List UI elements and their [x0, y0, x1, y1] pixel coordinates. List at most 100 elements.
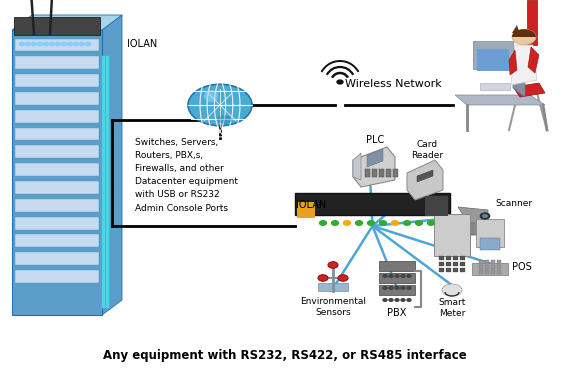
Circle shape [68, 42, 72, 46]
Text: PLC: PLC [366, 135, 384, 145]
Circle shape [50, 42, 55, 46]
Circle shape [80, 42, 85, 46]
Bar [439, 268, 444, 272]
Bar [15, 92, 99, 105]
Circle shape [332, 221, 339, 225]
Polygon shape [102, 15, 122, 315]
Bar [477, 49, 509, 71]
Bar [479, 265, 483, 269]
Text: Smart
Meter: Smart Meter [438, 298, 465, 318]
Circle shape [391, 221, 398, 225]
Bar [497, 270, 501, 274]
Circle shape [338, 275, 348, 281]
Circle shape [395, 275, 399, 277]
Circle shape [73, 42, 79, 46]
Bar [476, 219, 504, 247]
Circle shape [19, 42, 24, 46]
Text: Scanner: Scanner [495, 199, 532, 207]
Bar [297, 202, 315, 218]
Polygon shape [513, 60, 525, 97]
Bar [295, 193, 450, 215]
Circle shape [407, 287, 411, 289]
Bar [491, 260, 495, 264]
Bar [491, 265, 495, 269]
Circle shape [415, 221, 423, 225]
Circle shape [320, 221, 327, 225]
Circle shape [395, 299, 399, 301]
Bar [15, 199, 99, 212]
Circle shape [512, 29, 536, 45]
Bar [479, 270, 483, 274]
Bar [479, 260, 483, 264]
Polygon shape [528, 47, 539, 73]
Bar [379, 169, 384, 177]
Polygon shape [509, 50, 517, 75]
Circle shape [407, 299, 411, 301]
Ellipse shape [217, 115, 233, 123]
Bar [379, 261, 415, 271]
Bar [473, 41, 513, 69]
Circle shape [389, 275, 393, 277]
Circle shape [344, 221, 351, 225]
Bar [453, 262, 458, 266]
Bar [460, 262, 465, 266]
Text: Environmental
Sensors: Environmental Sensors [300, 297, 366, 317]
Polygon shape [511, 45, 537, 85]
Circle shape [383, 287, 387, 289]
Bar [497, 265, 501, 269]
Polygon shape [417, 170, 433, 182]
Bar [372, 169, 377, 177]
Bar [485, 260, 489, 264]
Bar [12, 30, 102, 315]
Bar [15, 145, 99, 158]
Circle shape [188, 84, 252, 126]
Circle shape [480, 213, 490, 219]
Text: Any equipment with RS232, RS422, or RS485 interface: Any equipment with RS232, RS422, or RS48… [102, 349, 467, 362]
Bar [393, 169, 398, 177]
Bar [446, 268, 451, 272]
Polygon shape [473, 60, 525, 69]
Circle shape [383, 299, 387, 301]
Bar [318, 283, 348, 291]
Circle shape [31, 42, 36, 46]
Circle shape [61, 42, 67, 46]
Circle shape [43, 42, 48, 46]
Circle shape [427, 221, 435, 225]
Circle shape [407, 275, 411, 277]
Text: Wireless Network: Wireless Network [345, 79, 442, 89]
Circle shape [395, 287, 399, 289]
Bar [15, 270, 99, 283]
Circle shape [401, 299, 405, 301]
Bar [15, 38, 99, 51]
Circle shape [85, 42, 90, 46]
Polygon shape [367, 149, 383, 167]
Bar [15, 74, 99, 87]
Bar [15, 56, 99, 69]
Bar [446, 256, 451, 260]
Bar [15, 234, 99, 247]
Circle shape [337, 80, 343, 84]
Bar [491, 270, 495, 274]
Bar [425, 196, 448, 216]
Circle shape [38, 42, 43, 46]
Text: Switches, Servers,
Routers, PBX,s,
Firewalls, and other
Datacenter equipment
wit: Switches, Servers, Routers, PBX,s, Firew… [135, 138, 238, 213]
Bar [15, 163, 99, 176]
Bar [472, 263, 508, 275]
Bar [15, 217, 99, 230]
Polygon shape [455, 95, 545, 105]
Polygon shape [512, 25, 520, 35]
Bar [485, 270, 489, 274]
Bar [480, 83, 510, 90]
Bar [386, 169, 391, 177]
Polygon shape [468, 220, 481, 235]
Polygon shape [458, 207, 488, 223]
Circle shape [356, 221, 362, 225]
Circle shape [56, 42, 60, 46]
Text: IOLAN: IOLAN [127, 39, 157, 49]
Circle shape [389, 287, 393, 289]
Text: Card
Reader: Card Reader [411, 140, 443, 160]
Bar [15, 252, 99, 265]
Bar [365, 169, 370, 177]
Ellipse shape [204, 90, 218, 102]
Circle shape [401, 287, 405, 289]
